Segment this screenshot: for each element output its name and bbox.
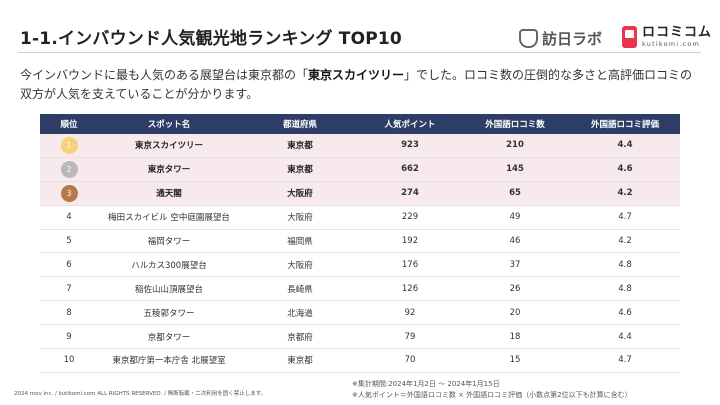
- spot-name: 五稜郭タワー: [98, 300, 240, 326]
- points: 274: [360, 181, 460, 206]
- col-points: 人気ポイント: [360, 114, 460, 134]
- title-divider: [18, 52, 701, 53]
- note-formula: ※人気ポイント＝外国語ロコミ数 × 外国語ロコミ評価（小数点第2位以下も計算に含…: [352, 391, 632, 399]
- houniti-lab-logo: 訪日ラボ: [519, 28, 602, 49]
- review-rating: 4.8: [570, 276, 680, 302]
- kutikomi-logo-text: ロコミコム: [642, 25, 713, 40]
- points: 923: [360, 134, 460, 158]
- prefecture: 京都府: [240, 324, 360, 350]
- rank: 7: [40, 276, 98, 302]
- intro-highlight: 東京スカイツリー: [308, 68, 405, 82]
- kutikomi-logo-url: kutikomi.com: [642, 40, 701, 48]
- points: 662: [360, 157, 460, 182]
- rank: 8: [40, 300, 98, 326]
- review-rating: 4.7: [570, 205, 680, 230]
- review-rating: 4.8: [570, 252, 680, 278]
- kutikomi-logo: ロコミコム kutikomi.com: [622, 26, 712, 48]
- review-count: 49: [460, 205, 570, 230]
- prefecture: 福岡県: [240, 229, 360, 254]
- points: 126: [360, 276, 460, 302]
- table-row: 1 東京スカイツリー 東京都 923 210 4.4: [40, 134, 680, 158]
- review-rating: 4.2: [570, 181, 680, 206]
- rank: 5: [40, 229, 98, 254]
- bronze-medal-icon: 3: [60, 184, 78, 202]
- note-period: ※集計期間:2024年1月2日 〜 2024年1月15日: [352, 380, 500, 388]
- spot-name: 東京スカイツリー: [98, 134, 240, 158]
- prefecture: 大阪府: [240, 181, 360, 206]
- copyright-footer: 2024 mov inc. / kutikomi.com ALL RIGHTS …: [14, 391, 267, 397]
- table-row: 6 ハルカス300展望台 大阪府 176 37 4.8: [40, 252, 680, 278]
- points: 229: [360, 205, 460, 230]
- review-rating: 4.6: [570, 300, 680, 326]
- prefecture: 大阪府: [240, 205, 360, 230]
- review-count: 37: [460, 252, 570, 278]
- table-row: 2 東京タワー 東京都 662 145 4.6: [40, 157, 680, 182]
- review-rating: 4.7: [570, 348, 680, 373]
- spot-name: 通天閣: [98, 181, 240, 206]
- review-rating: 4.6: [570, 157, 680, 182]
- review-count: 20: [460, 300, 570, 326]
- rank: 6: [40, 252, 98, 278]
- houniti-lab-logo-icon: [519, 29, 538, 48]
- spot-name: 稲佐山山頂展望台: [98, 276, 240, 302]
- review-count: 145: [460, 157, 570, 182]
- review-count: 18: [460, 324, 570, 350]
- review-count: 65: [460, 181, 570, 206]
- points: 192: [360, 229, 460, 254]
- review-count: 26: [460, 276, 570, 302]
- col-review-count: 外国語ロコミ数: [460, 114, 570, 134]
- review-count: 15: [460, 348, 570, 373]
- points: 92: [360, 300, 460, 326]
- page-title: 1-1.インバウンド人気観光地ランキング TOP10: [20, 29, 402, 49]
- table-row: 3 通天閣 大阪府 274 65 4.2: [40, 181, 680, 206]
- col-spot: スポット名: [98, 114, 240, 134]
- intro-text: 今インバウンドに最も人気のある展望台は東京都の「東京スカイツリー」でした。ロコミ…: [20, 66, 700, 104]
- intro-part2: 」でした。ロコミ数の圧倒的な多さと高評価ロコミの双方が人気を支えていることが分か…: [20, 68, 693, 101]
- table-row: 10 東京都庁第一本庁舎 北展望室 東京都 70 15 4.7: [40, 348, 680, 373]
- col-prefecture: 都道府県: [240, 114, 360, 134]
- gold-medal-icon: 1: [60, 136, 78, 154]
- table-header-row: 順位 スポット名 都道府県 人気ポイント 外国語ロコミ数 外国語ロコミ評価: [40, 114, 680, 134]
- prefecture: 北海道: [240, 300, 360, 326]
- table-row: 7 稲佐山山頂展望台 長崎県 126 26 4.8: [40, 276, 680, 302]
- table-row: 8 五稜郭タワー 北海道 92 20 4.6: [40, 300, 680, 326]
- prefecture: 東京都: [240, 348, 360, 373]
- spot-name: ハルカス300展望台: [98, 252, 240, 278]
- points: 79: [360, 324, 460, 350]
- review-count: 46: [460, 229, 570, 254]
- houniti-lab-logo-text: 訪日ラボ: [542, 30, 603, 48]
- review-rating: 4.4: [570, 324, 680, 350]
- table-row: 4 梅田スカイビル 空中庭園展望台 大阪府 229 49 4.7: [40, 205, 680, 230]
- table-row: 9 京都タワー 京都府 79 18 4.4: [40, 324, 680, 350]
- points: 70: [360, 348, 460, 373]
- prefecture: 東京都: [240, 157, 360, 182]
- kutikomi-logo-icon: [622, 26, 637, 48]
- silver-medal-icon: 2: [60, 160, 78, 178]
- spot-name: 福岡タワー: [98, 229, 240, 254]
- rank: 10: [40, 348, 98, 373]
- review-rating: 4.4: [570, 134, 680, 158]
- prefecture: 長崎県: [240, 276, 360, 302]
- table-row: 5 福岡タワー 福岡県 192 46 4.2: [40, 229, 680, 254]
- col-rank: 順位: [40, 114, 98, 134]
- table-notes: ※集計期間:2024年1月2日 〜 2024年1月15日 ※人気ポイント＝外国語…: [352, 379, 632, 401]
- spot-name: 東京都庁第一本庁舎 北展望室: [98, 348, 240, 373]
- spot-name: 東京タワー: [98, 157, 240, 182]
- review-count: 210: [460, 134, 570, 158]
- col-review-rating: 外国語ロコミ評価: [570, 114, 680, 134]
- prefecture: 東京都: [240, 134, 360, 158]
- intro-part1: 今インバウンドに最も人気のある展望台は東京都の「: [20, 68, 309, 82]
- prefecture: 大阪府: [240, 252, 360, 278]
- rank: 4: [40, 205, 98, 230]
- ranking-table: 順位 スポット名 都道府県 人気ポイント 外国語ロコミ数 外国語ロコミ評価 1 …: [40, 114, 680, 373]
- review-rating: 4.2: [570, 229, 680, 254]
- rank: 9: [40, 324, 98, 350]
- spot-name: 梅田スカイビル 空中庭園展望台: [98, 205, 240, 230]
- spot-name: 京都タワー: [98, 324, 240, 350]
- points: 176: [360, 252, 460, 278]
